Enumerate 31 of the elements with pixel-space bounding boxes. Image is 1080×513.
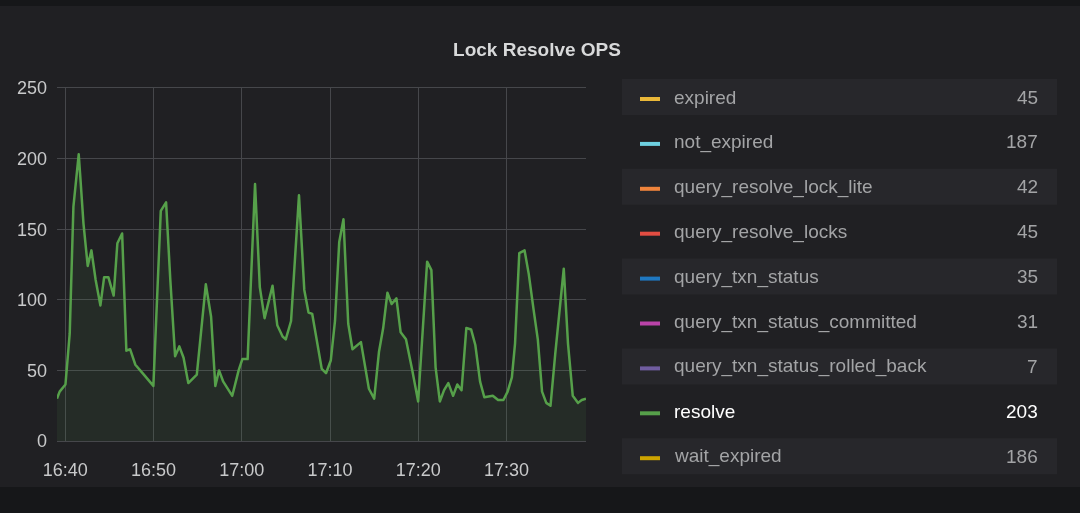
- text: 35: [1017, 266, 1039, 287]
- legend-label: query_resolve_lock_lite: [674, 176, 873, 198]
- text: 203: [1006, 401, 1038, 422]
- legend-label: query_resolve_locks: [674, 221, 848, 243]
- x-tick-label: 16:50: [131, 459, 177, 480]
- legend-label: wait_expired: [674, 445, 782, 467]
- legend-label: query_txn_status_rolled_back: [674, 355, 927, 377]
- text: 187: [1006, 131, 1038, 152]
- legend-label: query_txn_status_committed: [674, 311, 917, 333]
- y-tick-label: 200: [16, 148, 47, 169]
- y-tick-label: 250: [16, 78, 47, 99]
- text: 45: [1017, 221, 1039, 242]
- x-tick-label: 17:30: [484, 459, 530, 480]
- text: 45: [1017, 87, 1039, 108]
- x-tick-label: 16:40: [42, 459, 88, 480]
- y-tick-label: 150: [16, 219, 47, 240]
- legend-label: expired: [674, 87, 737, 108]
- x-tick-label: 17:10: [307, 459, 353, 480]
- x-tick-label: 17:00: [219, 459, 265, 480]
- text: 31: [1017, 311, 1039, 332]
- legend-label: resolve: [674, 401, 736, 422]
- y-tick-label: 0: [36, 431, 47, 452]
- chart-title: Lock Resolve OPS: [453, 38, 621, 60]
- legend-label: query_txn_status: [674, 266, 819, 288]
- y-tick-label: 50: [26, 360, 47, 381]
- x-tick-label: 17:20: [395, 459, 441, 480]
- text: 186: [1006, 446, 1038, 467]
- text: 42: [1017, 176, 1039, 197]
- legend-label: not_expired: [674, 131, 774, 153]
- y-tick-label: 100: [16, 290, 47, 311]
- text: 7: [1027, 356, 1038, 377]
